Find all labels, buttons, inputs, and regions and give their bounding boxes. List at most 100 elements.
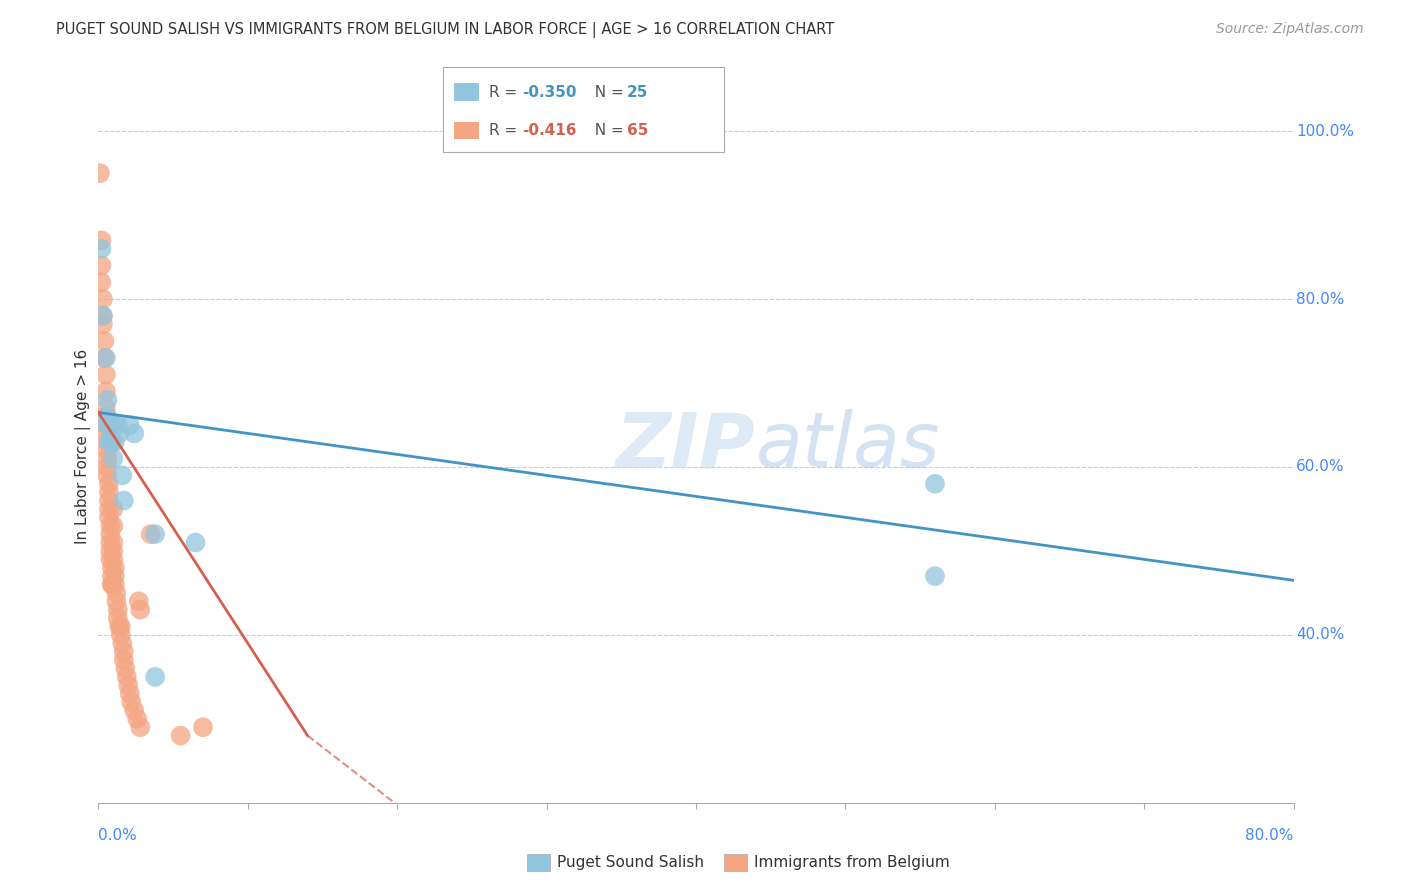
Text: 100.0%: 100.0%: [1296, 124, 1354, 138]
Point: [94, 351, 117, 365]
Point: [107, 417, 129, 432]
Point: [101, 577, 124, 591]
Point: [124, 426, 146, 441]
Point: [98, 434, 122, 449]
Point: [143, 527, 166, 541]
Point: [90, 275, 112, 289]
Point: [117, 678, 139, 692]
Point: [104, 417, 127, 432]
Text: R =: R =: [489, 85, 523, 100]
Text: R =: R =: [489, 123, 523, 138]
Point: [184, 535, 207, 549]
Point: [96, 392, 118, 407]
Point: [118, 417, 141, 432]
Point: [96, 434, 118, 449]
Point: [169, 729, 191, 743]
Text: 80.0%: 80.0%: [1246, 828, 1294, 843]
Point: [94, 384, 117, 399]
Text: -0.350: -0.350: [522, 85, 576, 100]
Point: [127, 712, 149, 726]
Point: [111, 636, 134, 650]
Point: [97, 510, 120, 524]
Point: [101, 434, 124, 449]
Point: [101, 560, 124, 574]
Point: [90, 233, 112, 247]
Point: [129, 603, 152, 617]
Point: [96, 426, 118, 441]
Point: [103, 535, 125, 549]
Point: [96, 460, 118, 475]
Text: 65: 65: [627, 123, 648, 138]
Point: [103, 518, 125, 533]
Point: [107, 603, 129, 617]
Point: [108, 619, 131, 633]
Point: [108, 426, 131, 441]
Point: [94, 417, 117, 432]
Point: [128, 594, 150, 608]
Point: [96, 451, 118, 466]
Point: [110, 628, 132, 642]
Point: [112, 493, 135, 508]
Point: [91, 318, 114, 332]
Point: [89, 166, 111, 180]
Point: [105, 586, 128, 600]
Point: [96, 443, 118, 458]
Point: [96, 468, 118, 483]
Point: [114, 661, 136, 675]
Point: [101, 569, 124, 583]
Text: 40.0%: 40.0%: [1296, 627, 1344, 642]
Point: [129, 720, 152, 734]
Point: [111, 468, 134, 483]
Text: atlas: atlas: [756, 409, 941, 483]
Point: [107, 611, 129, 625]
Point: [97, 417, 120, 432]
Text: Immigrants from Belgium: Immigrants from Belgium: [754, 855, 949, 870]
Point: [97, 476, 120, 491]
Point: [103, 552, 125, 566]
Point: [104, 577, 127, 591]
Point: [139, 527, 162, 541]
Text: 80.0%: 80.0%: [1296, 292, 1344, 307]
Text: 0.0%: 0.0%: [98, 828, 138, 843]
Point: [94, 401, 117, 416]
Point: [91, 292, 114, 306]
Point: [94, 409, 117, 424]
Text: ZIP: ZIP: [616, 409, 756, 483]
Y-axis label: In Labor Force | Age > 16: In Labor Force | Age > 16: [76, 349, 91, 543]
Point: [191, 720, 214, 734]
Point: [97, 434, 120, 449]
Point: [94, 368, 117, 382]
Point: [97, 485, 120, 500]
Point: [104, 569, 127, 583]
Point: [112, 653, 135, 667]
Text: Source: ZipAtlas.com: Source: ZipAtlas.com: [1216, 22, 1364, 37]
Point: [124, 703, 146, 717]
Text: 60.0%: 60.0%: [1296, 459, 1344, 475]
Point: [104, 560, 127, 574]
Text: -0.416: -0.416: [522, 123, 576, 138]
Point: [924, 476, 946, 491]
Text: PUGET SOUND SALISH VS IMMIGRANTS FROM BELGIUM IN LABOR FORCE | AGE > 16 CORRELAT: PUGET SOUND SALISH VS IMMIGRANTS FROM BE…: [56, 22, 835, 38]
Text: 25: 25: [627, 85, 648, 100]
Point: [98, 552, 122, 566]
Point: [110, 619, 132, 633]
Point: [98, 535, 122, 549]
Point: [103, 544, 125, 558]
Text: N =: N =: [585, 85, 628, 100]
Point: [98, 544, 122, 558]
Point: [112, 645, 135, 659]
Text: Puget Sound Salish: Puget Sound Salish: [557, 855, 704, 870]
Point: [115, 670, 138, 684]
Point: [120, 695, 142, 709]
Point: [101, 577, 124, 591]
Point: [103, 451, 125, 466]
Point: [90, 242, 112, 256]
Point: [143, 670, 166, 684]
Point: [98, 527, 122, 541]
Point: [103, 502, 125, 516]
Point: [98, 417, 122, 432]
Point: [96, 417, 118, 432]
Point: [97, 502, 120, 516]
Point: [97, 493, 120, 508]
Point: [104, 434, 127, 449]
